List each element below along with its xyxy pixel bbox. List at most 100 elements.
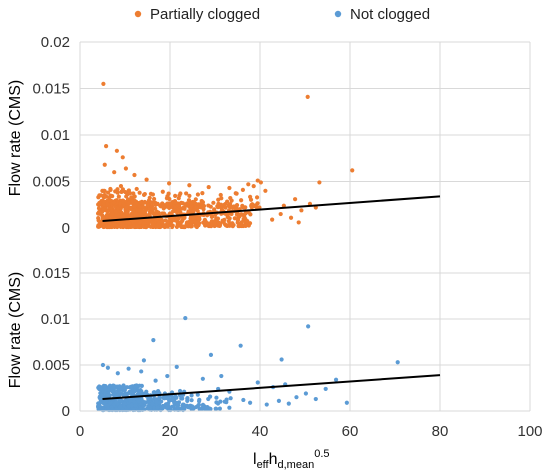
top-panel: 0 0.005 0.01 0.015 0.02 xyxy=(32,34,531,237)
top-point-1028 xyxy=(134,186,139,192)
top-point-919 xyxy=(111,200,117,205)
top-point-999 xyxy=(201,204,206,209)
top-point-835 xyxy=(239,223,244,229)
bot-point-492 xyxy=(179,396,184,401)
top-point-915 xyxy=(126,200,131,205)
top-point-1017 xyxy=(255,178,260,183)
top-point-383 xyxy=(133,211,139,216)
bot-point-495 xyxy=(174,400,179,405)
bot-point-536 xyxy=(214,395,219,400)
bot-point-580 xyxy=(276,398,281,403)
bot-point-586 xyxy=(333,377,339,382)
legend-label-not-clogged: Not clogged xyxy=(350,6,430,23)
bot-point-314 xyxy=(132,389,137,394)
top-y-tick-label-2: 0.01 xyxy=(41,127,70,144)
bot-point-373 xyxy=(104,398,109,404)
top-point-966 xyxy=(208,204,213,209)
top-point-902 xyxy=(129,199,135,204)
top-point-819 xyxy=(245,218,250,224)
top-point-1026 xyxy=(160,189,165,194)
bot-point-551 xyxy=(214,406,219,411)
bot-point-516 xyxy=(146,403,151,409)
bot-point-272 xyxy=(123,391,128,396)
bot-point-515 xyxy=(140,399,146,404)
top-point-846 xyxy=(205,222,210,228)
top-point-1013 xyxy=(187,183,192,188)
top-point-865 xyxy=(116,194,121,199)
x-tick-label-5: 100 xyxy=(517,423,542,440)
bot-point-364 xyxy=(98,386,103,391)
top-point-943 xyxy=(240,203,245,208)
bot-point-307 xyxy=(107,383,113,388)
bot-point-372 xyxy=(100,406,105,412)
bot-point-407 xyxy=(177,388,183,394)
bot-point-376 xyxy=(119,391,124,396)
x-axis-title-mid: h xyxy=(269,451,278,468)
top-point-404 xyxy=(123,224,128,229)
bot-point-556 xyxy=(208,406,213,412)
bot-point-557 xyxy=(204,406,209,411)
bot-point-595 xyxy=(153,378,158,383)
bot-point-570 xyxy=(105,365,110,370)
top-point-1022 xyxy=(234,191,239,196)
top-point-1031 xyxy=(129,195,134,200)
bot-point-563 xyxy=(238,343,243,348)
top-point-885 xyxy=(102,188,107,194)
top-point-978 xyxy=(187,193,192,198)
top-point-1014 xyxy=(206,184,211,190)
top-point-803 xyxy=(235,218,241,223)
top-point-809 xyxy=(196,216,202,222)
x-axis-title: leffhd,mean0.5 xyxy=(253,448,330,471)
top-point-1030 xyxy=(108,187,113,192)
top-point-961 xyxy=(255,201,260,206)
top-point-1007 xyxy=(123,166,128,171)
top-point-897 xyxy=(115,187,120,192)
top-point-603 xyxy=(178,210,183,215)
x-axis-title-main: l xyxy=(253,451,257,468)
top-point-924 xyxy=(225,199,230,204)
top-point-1040 xyxy=(296,220,301,225)
top-point-676 xyxy=(185,221,190,226)
top-point-923 xyxy=(152,196,157,202)
top-point-1015 xyxy=(227,185,232,191)
top-point-972 xyxy=(193,197,198,202)
legend-label-partially-clogged: Partially clogged xyxy=(150,6,260,23)
top-panel-trendline xyxy=(102,195,441,223)
top-point-973 xyxy=(211,200,216,205)
bot-point-490 xyxy=(175,404,180,410)
top-point-811 xyxy=(239,220,244,225)
top-point-1027 xyxy=(150,192,155,197)
top-point-687 xyxy=(144,224,149,230)
legend-marker-not-clogged xyxy=(334,10,342,18)
top-point-1003 xyxy=(317,180,322,185)
y-axis-title-bottom: Flow rate (CMS) xyxy=(7,272,24,388)
top-point-849 xyxy=(226,219,231,224)
top-point-982 xyxy=(141,192,147,197)
bot-point-494 xyxy=(165,404,170,410)
top-point-953 xyxy=(234,204,239,209)
bot-point-510 xyxy=(149,401,155,407)
bot-point-588 xyxy=(255,380,260,385)
top-point-842 xyxy=(212,221,217,226)
top-point-325 xyxy=(98,210,103,215)
bot-point-268 xyxy=(128,399,133,404)
top-point-414 xyxy=(106,224,111,230)
top-point-971 xyxy=(147,195,152,200)
top-point-407 xyxy=(124,205,129,210)
bot-point-366 xyxy=(124,385,130,390)
bottom-panel-gridlines xyxy=(79,227,531,411)
top-point-1011 xyxy=(144,177,149,182)
bot-point-540 xyxy=(189,398,194,403)
top-point-274 xyxy=(96,216,101,221)
top-point-975 xyxy=(186,198,192,203)
top-point-895 xyxy=(107,195,112,200)
top-point-328 xyxy=(105,209,110,214)
bot-point-584 xyxy=(313,396,318,402)
bottom-panel-y-tick-labels: 0 0.005 0.01 0.015 xyxy=(32,265,70,420)
bot-point-542 xyxy=(199,406,204,411)
bot-point-579 xyxy=(264,402,269,407)
bot-point-582 xyxy=(294,395,299,400)
bot-point-351 xyxy=(131,399,136,404)
bot-point-161 xyxy=(139,383,144,388)
top-panel-y-tick-labels: 0 0.005 0.01 0.015 0.02 xyxy=(32,34,70,237)
